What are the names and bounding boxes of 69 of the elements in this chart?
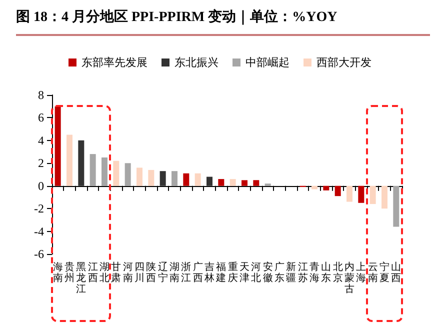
bar [312,186,318,190]
y-tick-label: 2 [38,156,44,170]
bar [370,186,376,204]
bar [172,171,178,186]
bar [54,106,61,186]
x-tick-label: 贵州 [64,261,74,284]
y-tick-label: 0 [38,178,44,193]
x-tick-label: 湖南 [170,261,180,284]
bar [124,163,131,186]
legend-label: 西部大开发 [316,56,372,69]
x-tick-label: 河北 [251,261,262,284]
bar [253,180,260,186]
x-tick-label: 青海 [310,261,320,284]
bar [78,140,84,186]
bar [242,180,248,186]
x-tick-label: 宁夏 [380,261,390,284]
x-tick-label: 山东 [321,261,332,284]
x-tick-label: 浙江 [181,261,192,284]
x-tick-label: 广东 [274,261,284,284]
bar [218,179,224,186]
bar [90,154,96,186]
x-tick-label: 天津 [240,262,250,284]
x-tick-label: 安徽 [262,261,273,284]
x-tick-label: 新疆 [286,261,296,284]
x-tick-label: 福建 [215,261,226,284]
chart-title: 图 18：4 月分地区 PPI-PPIRM 变动｜单位：%YOY [16,8,338,27]
bar [230,179,236,186]
bar [323,186,330,190]
bar [393,186,400,227]
bar [160,171,166,186]
bar [358,186,364,203]
x-tick-label: 江苏 [298,261,308,284]
x-tick-label: 吉林 [204,261,214,284]
bar [346,186,352,202]
x-tick-label: 辽宁 [158,261,168,284]
x-tick-label: 上海 [356,261,366,284]
bar [136,168,142,186]
bar [194,173,201,186]
bar [148,170,154,186]
bar [66,134,72,186]
bar [206,176,212,186]
y-tick-label: -2 [34,202,44,216]
x-tick-label: 广西 [192,261,203,284]
legend-label: 东部率先发展 [82,56,148,69]
y-tick-label: -4 [34,224,44,238]
x-tick-label: 陕西 [146,261,156,284]
x-tick-label: 黑龙江 [76,262,86,295]
bar [183,173,190,186]
legend-label: 东北振兴 [174,56,218,69]
y-tick-label: 8 [38,88,44,102]
x-tick-label: 内蒙古 [344,261,354,295]
x-tick-label: 湖北 [100,261,110,284]
y-tick-label: 6 [38,110,44,125]
bar [334,186,341,196]
x-tick-label: 北京 [332,261,343,284]
x-tick-label: 江西 [88,261,98,284]
x-tick-label: 海南 [52,261,63,284]
y-tick-label: -6 [34,247,44,261]
x-tick-label: 河南 [122,261,133,284]
x-tick-label: 四川 [134,262,144,284]
legend-label: 中部崛起 [246,56,290,69]
x-tick-label: 山西 [391,261,402,284]
x-tick-label: 重庆 [228,261,238,284]
bar [113,160,120,186]
bar [102,157,108,186]
x-tick-label: 云南 [368,262,378,284]
x-tick-label: 甘肃 [111,261,122,284]
bar [382,186,388,209]
y-tick-label: 4 [38,133,44,148]
